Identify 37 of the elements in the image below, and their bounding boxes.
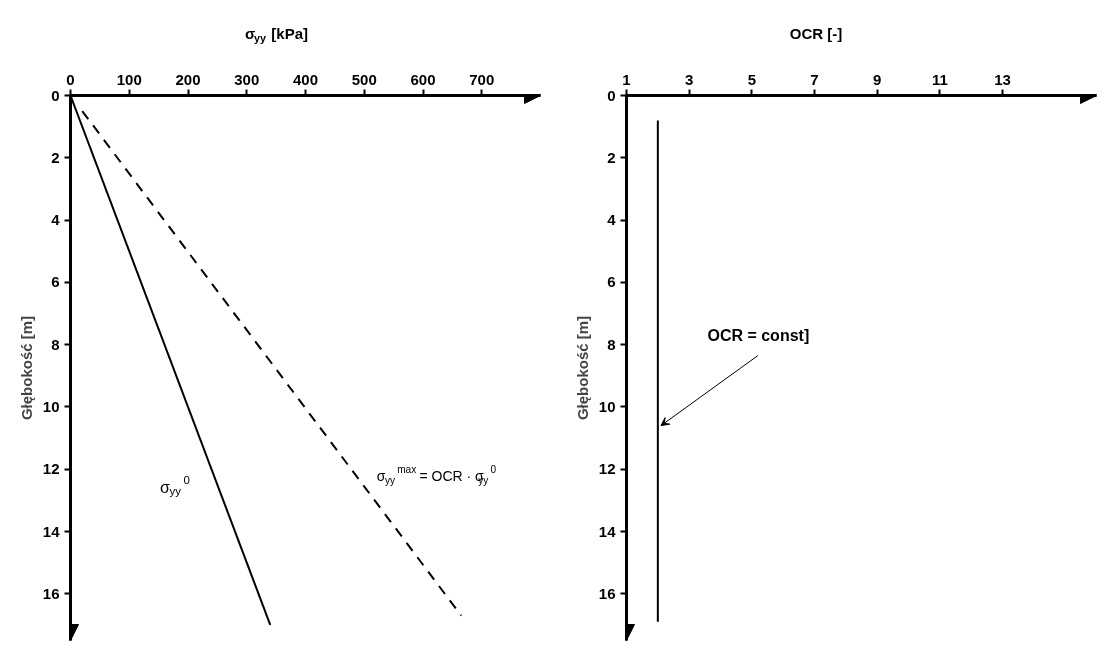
x-tick-label: 500 [351,70,377,88]
y-tick-label: 12 [42,460,60,478]
y-tick-label: 8 [51,335,60,353]
x-tick-label: 0 [66,70,75,88]
y-tick-label: 8 [607,335,616,353]
y-tick-label: 12 [598,460,616,478]
y-tick-label: 2 [607,148,616,166]
y-tick-label: 6 [51,273,60,291]
x-tick-label: 100 [116,70,142,88]
y-tick-label: 0 [51,86,60,104]
y-tick-label: 14 [42,522,61,540]
x-tick-label: 3 [685,70,694,88]
y-tick-label: 0 [607,86,616,104]
x-tick-label: 200 [175,70,201,88]
x-tick-label: 5 [747,70,757,88]
y-tick-label: 6 [607,273,616,291]
x-axis-title: OCR [-] [789,25,843,42]
y-tick-label: 10 [598,397,616,415]
y-tick-label: 16 [598,584,616,602]
y-tick-label: 4 [607,211,617,229]
y-tick-label: 16 [42,584,60,602]
x-tick-label: 600 [410,70,436,88]
y-axis-title: Głębokość [m] [17,315,35,421]
y-axis-title: Głębokość [m] [573,315,591,421]
x-tick-label: 700 [469,70,495,88]
x-tick-label: 7 [810,70,819,88]
x-tick-label: 11 [931,70,948,88]
x-tick-label: 400 [292,70,319,88]
x-tick-label: 300 [234,70,260,88]
y-tick-label: 14 [598,522,617,540]
x-tick-label: 1 [622,70,631,88]
annotation: OCR = const] [707,327,810,345]
y-tick-label: 10 [42,397,60,415]
x-tick-label: 13 [994,70,1011,88]
y-tick-label: 2 [51,148,60,166]
y-tick-label: 4 [51,211,61,229]
x-tick-label: 9 [873,70,882,88]
